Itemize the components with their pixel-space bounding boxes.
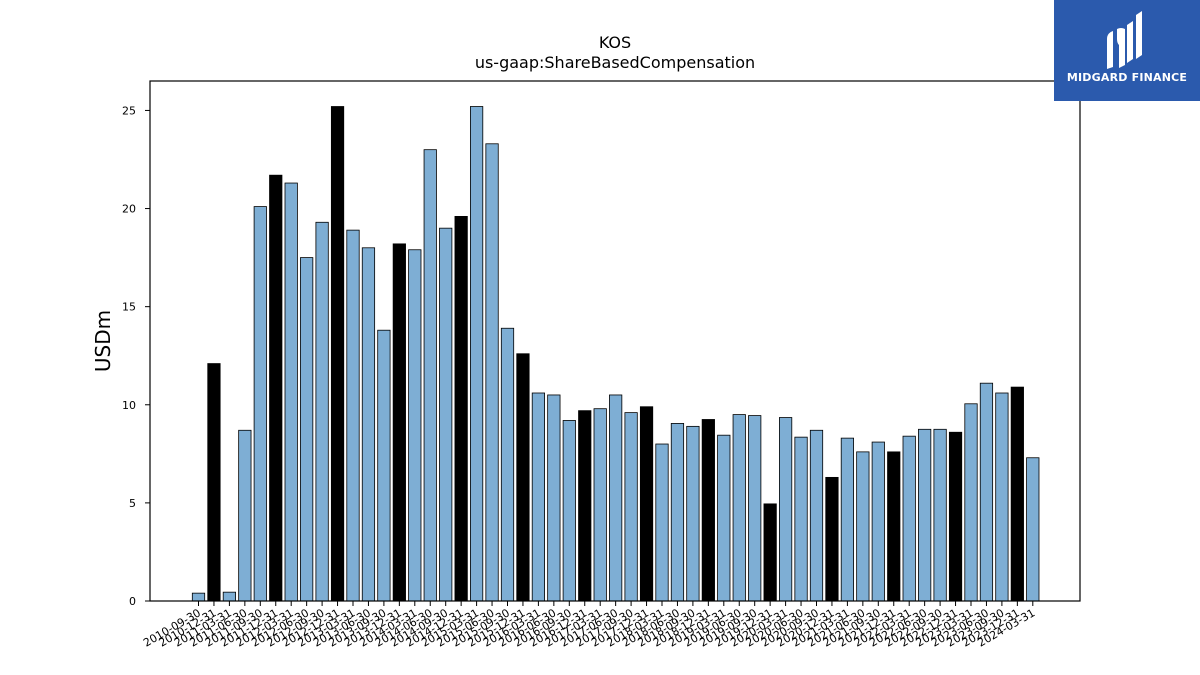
y-tick-label: 15: [122, 301, 136, 314]
bar-2022-03-31: [902, 435, 916, 602]
bar-2011-06-30: [238, 429, 252, 602]
bar-2023-06-30: [979, 382, 994, 602]
bar-2013-03-31: [346, 229, 360, 602]
bar-2016-06-30: [547, 394, 561, 602]
bar-2018-12-31: [701, 419, 715, 602]
bar-2020-12-31: [825, 476, 839, 602]
bar-2020-06-30: [794, 436, 808, 602]
bar-2014-03-31: [408, 249, 422, 602]
chart-title: KOS: [599, 33, 631, 52]
bar-2014-09-30: [439, 227, 453, 602]
bar-2011-03-31: [222, 591, 236, 602]
bar-2013-06-30: [361, 247, 376, 602]
bar-2018-03-31: [655, 443, 669, 602]
y-tick-label: 20: [122, 203, 136, 216]
bars-group: [191, 106, 1040, 602]
bar-2024-03-31: [1026, 457, 1040, 602]
bar-2016-09-30: [562, 420, 576, 602]
bar-2016-12-31: [578, 410, 592, 602]
bar-2012-12-31: [330, 106, 345, 602]
bar-2013-09-30: [377, 329, 391, 602]
bar-2022-12-31: [948, 431, 963, 602]
bar-2011-12-31: [269, 174, 283, 602]
bar-2013-12-31: [392, 243, 406, 602]
bar-2011-09-30: [253, 206, 267, 602]
bar-2012-06-30: [300, 257, 314, 602]
bar-2012-03-31: [284, 182, 298, 602]
bar-2015-03-31: [469, 106, 484, 602]
y-tick-label: 10: [122, 399, 136, 412]
bar-2012-09-30: [315, 221, 329, 602]
y-tick-label: 0: [129, 595, 136, 608]
bar-2019-06-30: [732, 414, 746, 602]
y-tick-label: 5: [129, 497, 136, 510]
bar-2016-03-31: [531, 392, 546, 602]
bar-2021-06-30: [856, 451, 870, 602]
bar-2010-09-30: [191, 592, 206, 602]
bar-2014-12-31: [454, 215, 468, 602]
chart-subtitle: us-gaap:ShareBasedCompensation: [475, 53, 755, 72]
midgard-finance-icon: [1107, 11, 1142, 69]
bar-2021-12-31: [887, 451, 901, 602]
bar-2017-06-30: [609, 394, 623, 602]
bar-2023-03-31: [964, 403, 978, 602]
bar-2021-09-30: [871, 441, 885, 602]
bar-2019-09-30: [748, 415, 762, 602]
bar-2017-03-31: [593, 408, 607, 602]
bar-2023-09-30: [995, 392, 1009, 602]
bar-2022-06-30: [918, 428, 932, 602]
brand-logo-text: MIDGARD FINANCE: [1066, 71, 1188, 84]
bar-2017-12-31: [639, 406, 654, 602]
bar-2019-12-31: [763, 503, 777, 602]
y-axis-ticks: 0 5 10 15 20 25: [122, 104, 150, 608]
bar-2015-09-30: [500, 327, 515, 602]
bar-2015-12-31: [516, 353, 530, 602]
bar-2019-03-31: [717, 434, 731, 602]
bar-2020-09-30: [809, 429, 824, 602]
bar-2021-03-31: [840, 437, 855, 602]
y-tick-label: 25: [122, 104, 136, 117]
y-axis-label: USDm: [91, 310, 115, 372]
bar-2022-09-30: [933, 428, 947, 602]
bar-2010-12-31: [207, 363, 221, 602]
bar-2014-06-30: [423, 149, 437, 602]
brand-logo: MIDGARD FINANCE: [1054, 0, 1200, 101]
bar-2018-06-30: [670, 423, 685, 602]
bar-2017-09-30: [624, 412, 638, 602]
bar-2023-12-31: [1010, 386, 1024, 602]
bar-2020-03-31: [779, 417, 793, 602]
x-axis-ticks: 2010-09-302010-12-312011-03-312011-06-30…: [141, 601, 1037, 650]
plot-frame: [149, 80, 1081, 602]
bar-2015-06-30: [485, 143, 499, 602]
bar-2018-09-30: [686, 425, 700, 602]
